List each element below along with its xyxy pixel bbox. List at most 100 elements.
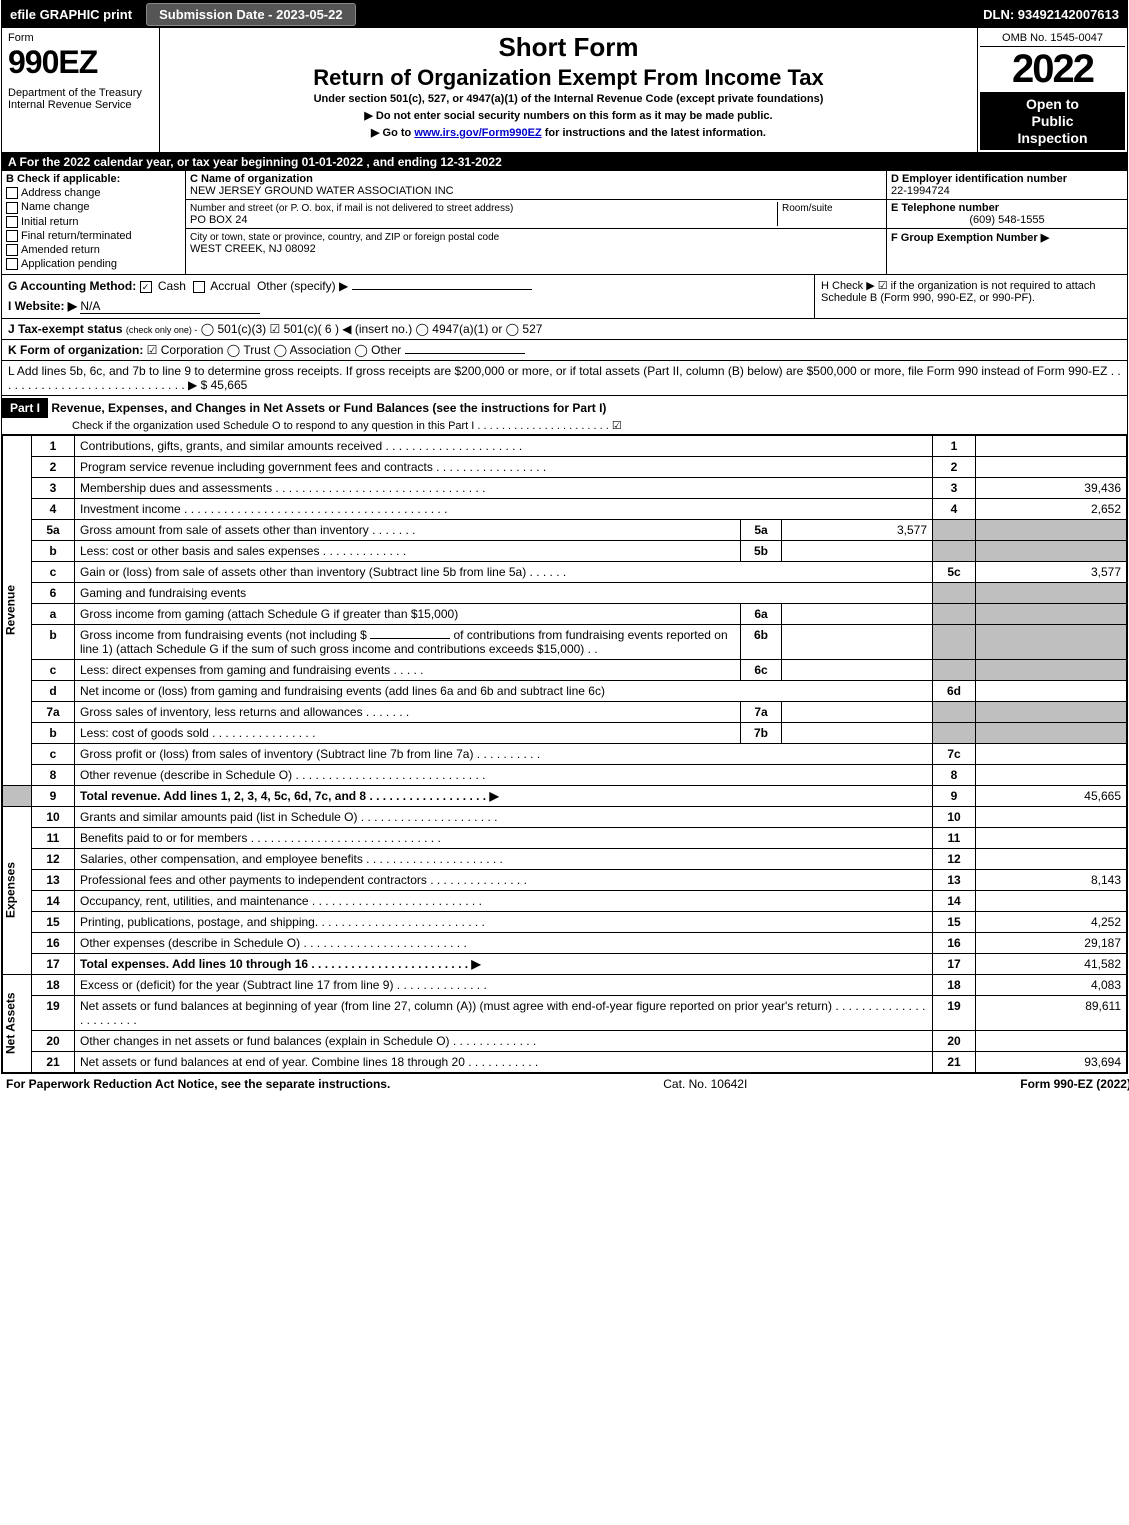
room-label: Room/suite bbox=[782, 203, 833, 214]
line-12: 12 Salaries, other compensation, and emp… bbox=[3, 848, 1127, 869]
org-name-block: C Name of organization NEW JERSEY GROUND… bbox=[186, 171, 886, 200]
ein-value: 22-1994724 bbox=[891, 185, 950, 197]
cb-initial[interactable]: Initial return bbox=[6, 216, 181, 228]
e-block: E Telephone number (609) 548-1555 bbox=[887, 200, 1127, 229]
k-other-input[interactable] bbox=[405, 353, 525, 354]
line-6b: b Gross income from fundraising events (… bbox=[3, 624, 1127, 659]
revenue-vlabel: Revenue bbox=[3, 435, 32, 785]
6b-amount-input[interactable] bbox=[370, 638, 450, 639]
line-6a: a Gross income from gaming (attach Sched… bbox=[3, 603, 1127, 624]
efile-label: efile GRAPHIC print bbox=[2, 4, 140, 25]
line-6c: c Less: direct expenses from gaming and … bbox=[3, 659, 1127, 680]
line-11: 11 Benefits paid to or for members . . .… bbox=[3, 827, 1127, 848]
j-row: J Tax-exempt status (check only one) - ◯… bbox=[2, 319, 1127, 340]
k-opts: ☑ Corporation ◯ Trust ◯ Association ◯ Ot… bbox=[147, 343, 401, 357]
gh-row: G Accounting Method: ✓ Cash Accrual Othe… bbox=[2, 275, 1127, 319]
cb-final[interactable]: Final return/terminated bbox=[6, 230, 181, 242]
l-text: L Add lines 5b, 6c, and 7b to line 9 to … bbox=[8, 364, 1121, 392]
cb-pending[interactable]: Application pending bbox=[6, 258, 181, 270]
line-18: Net Assets 18 Excess or (deficit) for th… bbox=[3, 974, 1127, 995]
omb-number: OMB No. 1545-0047 bbox=[980, 30, 1125, 47]
irs-link[interactable]: www.irs.gov/Form990EZ bbox=[414, 127, 541, 139]
cb-accrual[interactable] bbox=[193, 281, 205, 293]
street-label: Number and street (or P. O. box, if mail… bbox=[190, 203, 513, 214]
footer-center: Cat. No. 10642I bbox=[663, 1077, 747, 1091]
goto-note: ▶ Go to www.irs.gov/Form990EZ for instru… bbox=[168, 126, 969, 139]
line-6d: d Net income or (loss) from gaming and f… bbox=[3, 680, 1127, 701]
f-block: F Group Exemption Number ▶ bbox=[887, 229, 1127, 246]
part1-check: Check if the organization used Schedule … bbox=[2, 420, 622, 432]
k-row: K Form of organization: ☑ Corporation ◯ … bbox=[2, 340, 1127, 361]
line-5b: b Less: cost or other basis and sales ex… bbox=[3, 540, 1127, 561]
part1-title: Revenue, Expenses, and Changes in Net As… bbox=[51, 401, 606, 415]
line-9: 9 Total revenue. Add lines 1, 2, 3, 4, 5… bbox=[3, 785, 1127, 806]
dept-treasury: Department of the Treasury bbox=[8, 87, 153, 99]
open-to: Open to bbox=[982, 96, 1123, 113]
top-bar: efile GRAPHIC print Submission Date - 20… bbox=[2, 1, 1127, 28]
d-label: D Employer identification number bbox=[891, 173, 1067, 185]
b-label: B Check if applicable: bbox=[6, 173, 120, 185]
ssn-note: ▶ Do not enter social security numbers o… bbox=[168, 109, 969, 122]
footer-left: For Paperwork Reduction Act Notice, see … bbox=[6, 1077, 390, 1091]
section-b: B Check if applicable: Address change Na… bbox=[2, 171, 186, 274]
form-label: Form bbox=[8, 32, 153, 44]
f-label: F Group Exemption Number ▶ bbox=[891, 232, 1049, 244]
line-7c: c Gross profit or (loss) from sales of i… bbox=[3, 743, 1127, 764]
part1-header: Part I Revenue, Expenses, and Changes in… bbox=[2, 396, 1127, 435]
h-text: H Check ▶ ☑ if the organization is not r… bbox=[821, 280, 1096, 304]
line-21: 21 Net assets or fund balances at end of… bbox=[3, 1051, 1127, 1072]
j-opts: ◯ 501(c)(3) ☑ 501(c)( 6 ) ◀ (insert no.)… bbox=[201, 322, 543, 336]
line-20: 20 Other changes in net assets or fund b… bbox=[3, 1030, 1127, 1051]
org-name: NEW JERSEY GROUND WATER ASSOCIATION INC bbox=[190, 185, 454, 197]
i-label: I Website: ▶ bbox=[8, 299, 77, 313]
cb-name[interactable]: Name change bbox=[6, 201, 181, 213]
j-label: J Tax-exempt status bbox=[8, 322, 123, 336]
line-5a: 5a Gross amount from sale of assets othe… bbox=[3, 519, 1127, 540]
cb-address[interactable]: Address change bbox=[6, 187, 181, 199]
c-label: C Name of organization bbox=[190, 173, 313, 185]
line-2: 2 Program service revenue including gove… bbox=[3, 456, 1127, 477]
section-def: D Employer identification number 22-1994… bbox=[887, 171, 1127, 274]
line-15: 15 Printing, publications, postage, and … bbox=[3, 911, 1127, 932]
other-method-input[interactable] bbox=[352, 289, 532, 290]
l-row: L Add lines 5b, 6c, and 7b to line 9 to … bbox=[2, 361, 1127, 396]
phone-value: (609) 548-1555 bbox=[891, 214, 1123, 226]
under-section: Under section 501(c), 527, or 4947(a)(1)… bbox=[168, 93, 969, 105]
line-4: 4 Investment income . . . . . . . . . . … bbox=[3, 498, 1127, 519]
page-footer: For Paperwork Reduction Act Notice, see … bbox=[0, 1074, 1129, 1094]
cb-amended[interactable]: Amended return bbox=[6, 244, 181, 256]
line-10: Expenses 10 Grants and similar amounts p… bbox=[3, 806, 1127, 827]
section-c: C Name of organization NEW JERSEY GROUND… bbox=[186, 171, 887, 274]
irs-label: Internal Revenue Service bbox=[8, 99, 153, 111]
line-1: Revenue 1 Contributions, gifts, grants, … bbox=[3, 435, 1127, 456]
cb-cash[interactable]: ✓ bbox=[140, 281, 152, 293]
g-label: G Accounting Method: bbox=[8, 279, 136, 293]
line-16: 16 Other expenses (describe in Schedule … bbox=[3, 932, 1127, 953]
street-block: Number and street (or P. O. box, if mail… bbox=[186, 200, 886, 229]
footer-right: Form 990-EZ (2022) bbox=[1020, 1077, 1129, 1091]
website-value: N/A bbox=[80, 299, 260, 314]
revenue-table: Revenue 1 Contributions, gifts, grants, … bbox=[2, 435, 1127, 1073]
k-label: K Form of organization: bbox=[8, 343, 143, 357]
public: Public bbox=[982, 113, 1123, 130]
open-public-badge: Open to Public Inspection bbox=[980, 92, 1125, 150]
inspection: Inspection bbox=[982, 130, 1123, 147]
form-header: Form 990EZ Department of the Treasury In… bbox=[2, 28, 1127, 153]
d-block: D Employer identification number 22-1994… bbox=[887, 171, 1127, 200]
short-form-title: Short Form bbox=[168, 32, 969, 63]
line-3: 3 Membership dues and assessments . . . … bbox=[3, 477, 1127, 498]
header-center: Short Form Return of Organization Exempt… bbox=[160, 28, 977, 152]
goto-post: for instructions and the latest informat… bbox=[542, 127, 766, 139]
line-7b: b Less: cost of goods sold . . . . . . .… bbox=[3, 722, 1127, 743]
submission-date: Submission Date - 2023-05-22 bbox=[146, 3, 356, 26]
form-number: 990EZ bbox=[8, 44, 153, 81]
line-14: 14 Occupancy, rent, utilities, and maint… bbox=[3, 890, 1127, 911]
netassets-vlabel: Net Assets bbox=[3, 974, 32, 1072]
g-block: G Accounting Method: ✓ Cash Accrual Othe… bbox=[2, 275, 814, 318]
city-label: City or town, state or province, country… bbox=[190, 232, 499, 243]
section-a: A For the 2022 calendar year, or tax yea… bbox=[2, 153, 1127, 171]
line-7a: 7a Gross sales of inventory, less return… bbox=[3, 701, 1127, 722]
line-5c: c Gain or (loss) from sale of assets oth… bbox=[3, 561, 1127, 582]
info-block: B Check if applicable: Address change Na… bbox=[2, 171, 1127, 275]
e-label: E Telephone number bbox=[891, 202, 999, 214]
